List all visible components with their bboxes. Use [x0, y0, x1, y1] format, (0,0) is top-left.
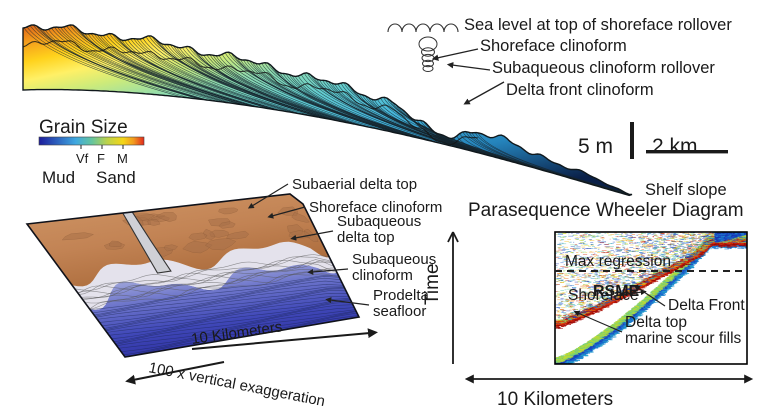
svg-text:Max regression: Max regression: [565, 253, 671, 270]
svg-text:Shoreface clinoform: Shoreface clinoform: [480, 37, 627, 55]
svg-text:Subaqueous clinoform rollover: Subaqueous clinoform rollover: [492, 59, 715, 77]
svg-text:marine scour fills: marine scour fills: [625, 330, 742, 347]
svg-text:RSME: RSME: [593, 283, 640, 300]
svg-text:Subaerial delta top: Subaerial delta top: [292, 176, 417, 193]
svg-text:Sand: Sand: [96, 168, 136, 187]
svg-text:5 m: 5 m: [578, 135, 613, 158]
svg-text:Subaqueous: Subaqueous: [337, 213, 421, 230]
svg-text:seafloor: seafloor: [373, 303, 426, 320]
svg-text:Shelf slope: Shelf slope: [645, 181, 727, 199]
svg-text:2 km: 2 km: [652, 135, 698, 158]
svg-text:Delta Front: Delta Front: [668, 297, 745, 314]
svg-text:delta top: delta top: [337, 229, 395, 246]
svg-text:100 x vertical exaggeration: 100 x vertical exaggeration: [147, 359, 326, 410]
svg-text:Sea level at top of shoreface: Sea level at top of shoreface rollover: [464, 16, 732, 34]
svg-text:clinoform: clinoform: [352, 267, 413, 284]
svg-text:Mud: Mud: [42, 168, 75, 187]
svg-text:F: F: [97, 151, 105, 166]
svg-text:Subaqueous: Subaqueous: [352, 251, 436, 268]
svg-text:Delta top: Delta top: [625, 314, 687, 331]
svg-text:M: M: [117, 151, 128, 166]
svg-text:Parasequence Wheeler Diagram: Parasequence Wheeler Diagram: [468, 200, 744, 221]
svg-text:Delta front clinoform: Delta front clinoform: [506, 81, 654, 99]
svg-text:Prodelta: Prodelta: [373, 287, 430, 304]
svg-text:Vf: Vf: [76, 151, 89, 166]
svg-text:10 Kilometers: 10 Kilometers: [497, 389, 613, 410]
svg-text:Grain Size: Grain Size: [39, 117, 128, 138]
